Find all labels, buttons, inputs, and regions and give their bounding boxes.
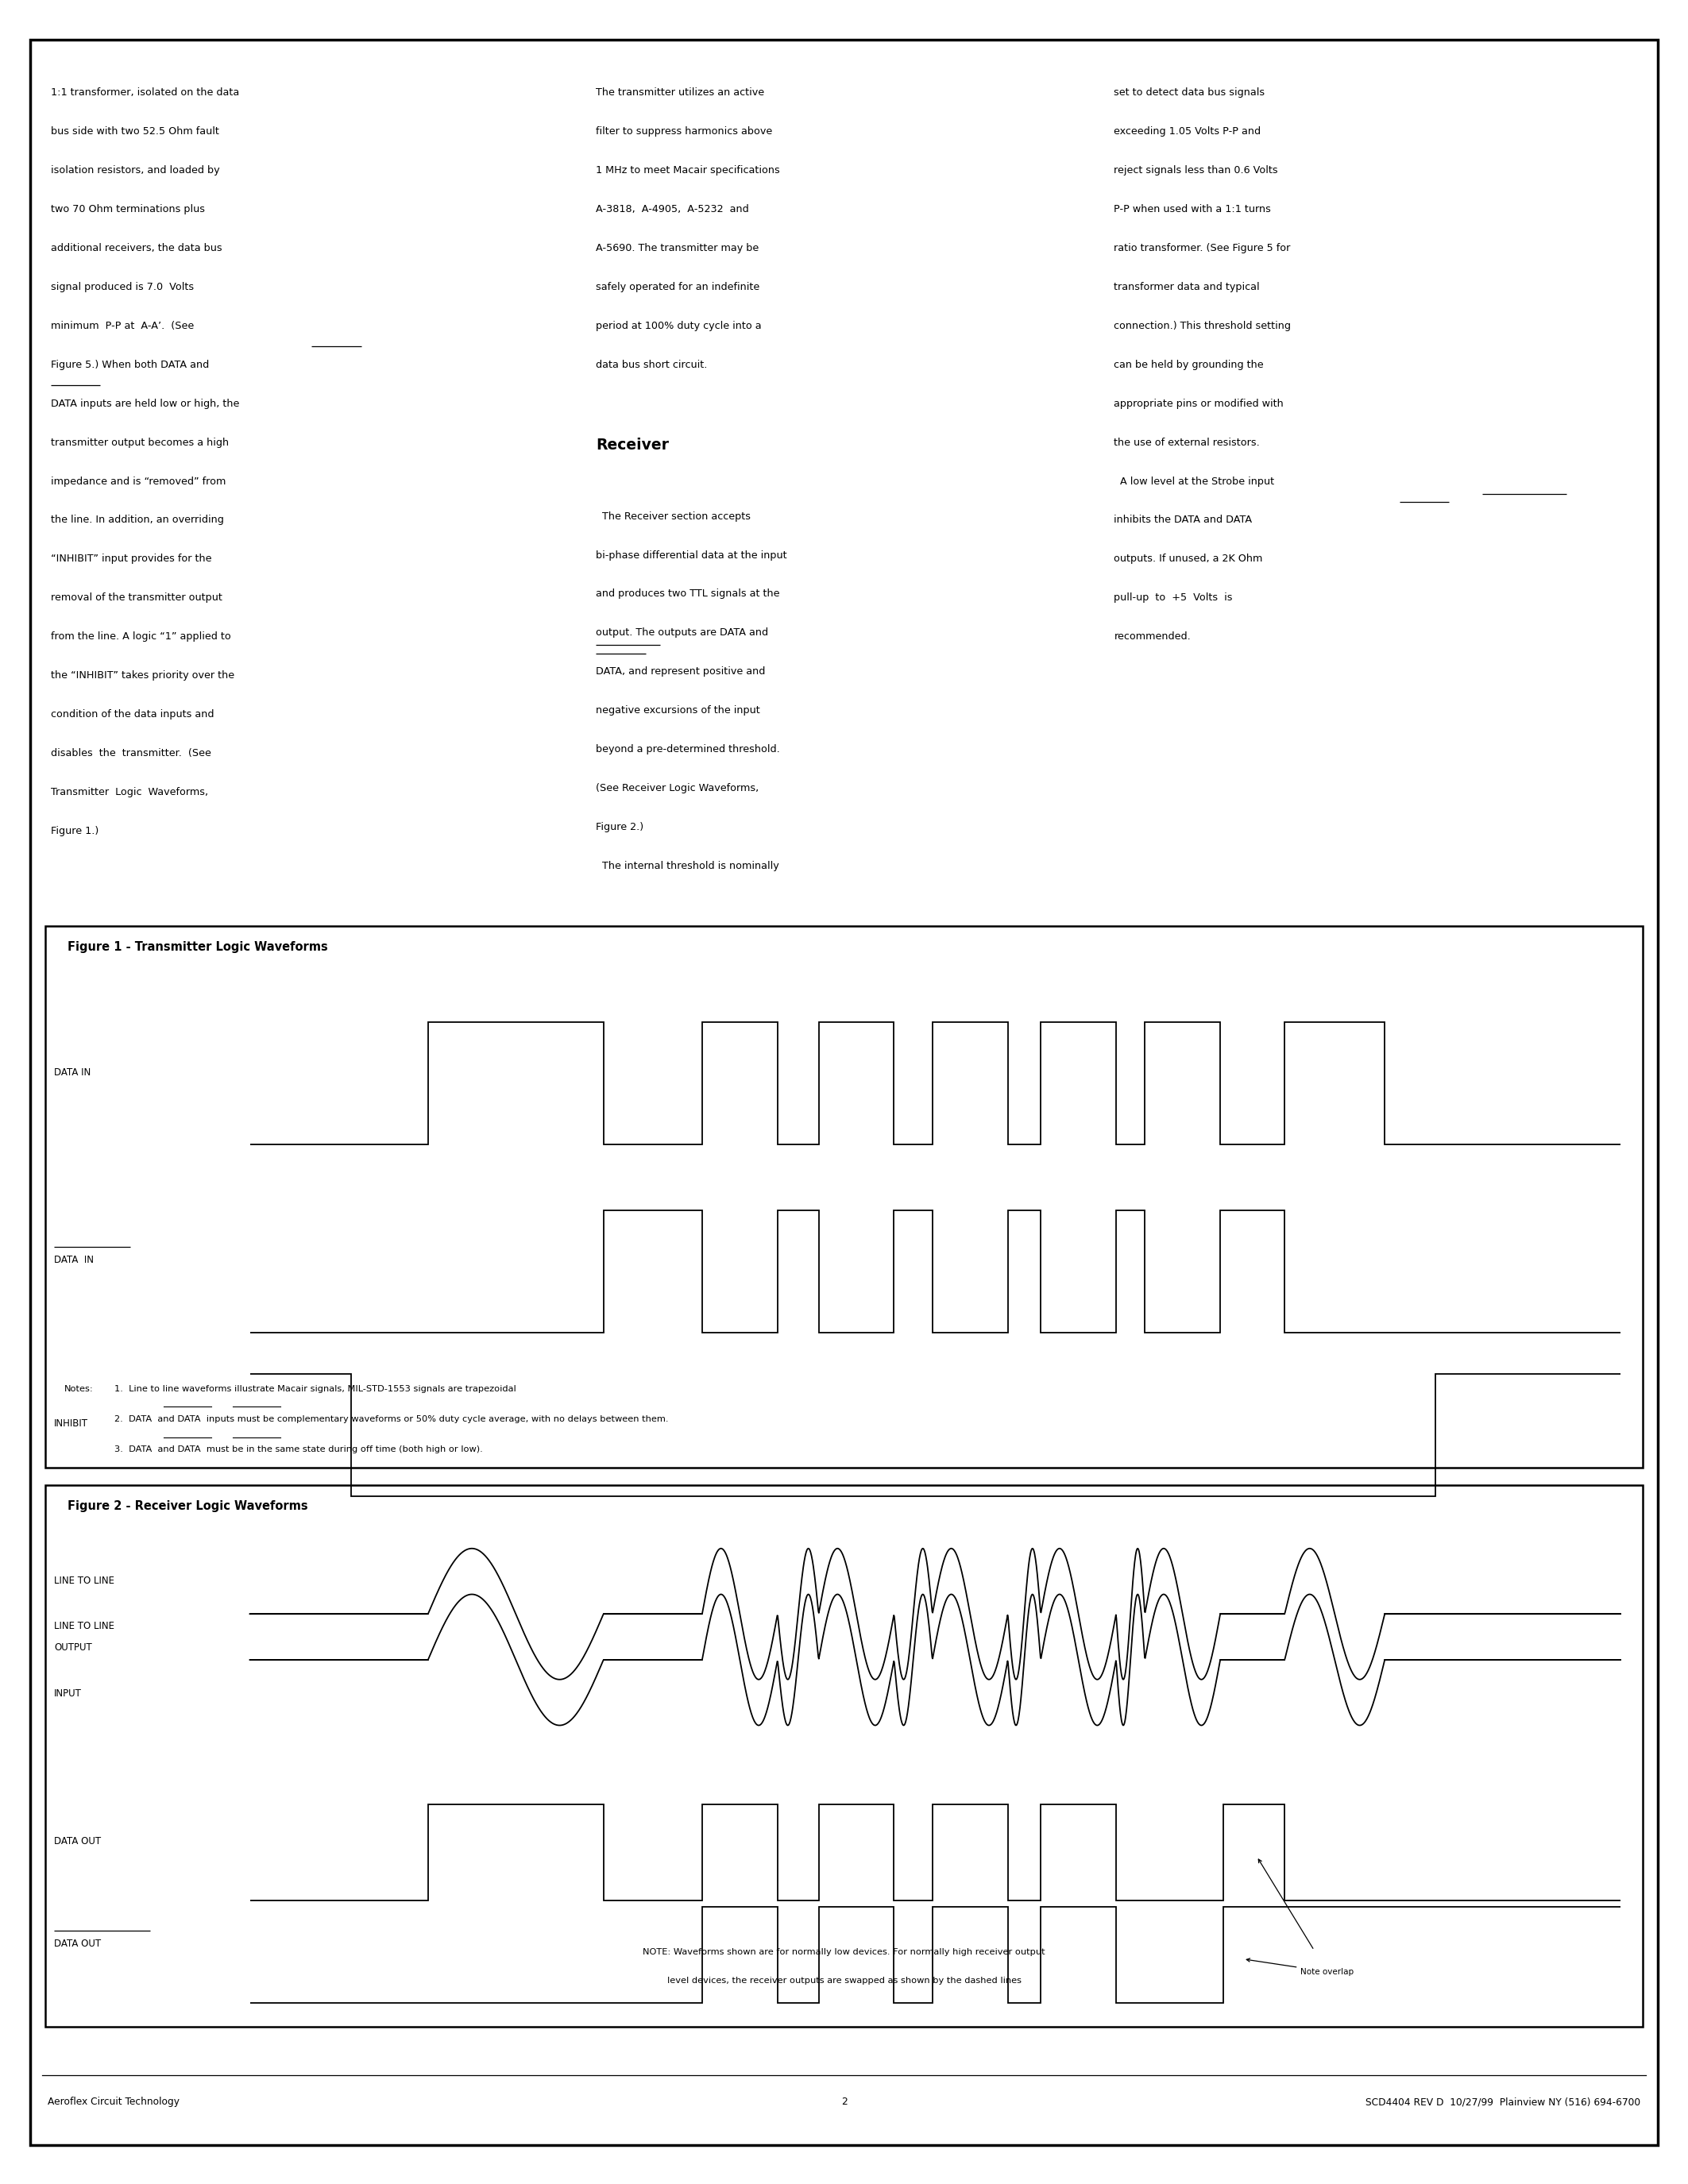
Text: the use of external resistors.: the use of external resistors. [1114, 437, 1259, 448]
Text: Notes:: Notes: [64, 1385, 93, 1393]
Text: Figure 2 - Receiver Logic Waveforms: Figure 2 - Receiver Logic Waveforms [68, 1500, 307, 1511]
Text: 2: 2 [841, 2097, 847, 2108]
Text: negative excursions of the input: negative excursions of the input [596, 705, 760, 716]
Text: INHIBIT: INHIBIT [54, 1420, 88, 1428]
Text: Transmitter  Logic  Waveforms,: Transmitter Logic Waveforms, [51, 786, 208, 797]
Text: outputs. If unused, a 2K Ohm: outputs. If unused, a 2K Ohm [1114, 555, 1263, 563]
Text: “INHIBIT” input provides for the: “INHIBIT” input provides for the [51, 555, 211, 563]
Text: Receiver: Receiver [596, 437, 668, 452]
Text: A-5690. The transmitter may be: A-5690. The transmitter may be [596, 242, 760, 253]
Text: recommended.: recommended. [1114, 631, 1192, 642]
Text: period at 100% duty cycle into a: period at 100% duty cycle into a [596, 321, 761, 332]
Text: connection.) This threshold setting: connection.) This threshold setting [1114, 321, 1291, 332]
Text: beyond a pre-determined threshold.: beyond a pre-determined threshold. [596, 745, 780, 756]
Text: the line. In addition, an overriding: the line. In addition, an overriding [51, 515, 225, 526]
Text: A-3818,  A-4905,  A-5232  and: A-3818, A-4905, A-5232 and [596, 203, 749, 214]
Text: bus side with two 52.5 Ohm fault: bus side with two 52.5 Ohm fault [51, 127, 219, 138]
Text: pull-up  to  +5  Volts  is: pull-up to +5 Volts is [1114, 592, 1232, 603]
Text: DATA IN: DATA IN [54, 1068, 91, 1077]
Text: Aeroflex Circuit Technology: Aeroflex Circuit Technology [47, 2097, 179, 2108]
Text: Note overlap: Note overlap [1246, 1959, 1354, 1977]
Text: The Receiver section accepts: The Receiver section accepts [596, 511, 751, 522]
Text: DATA, and represent positive and: DATA, and represent positive and [596, 666, 765, 677]
Text: 3.  DATA  and DATA  must be in the same state during off time (both high or low): 3. DATA and DATA must be in the same sta… [115, 1446, 483, 1455]
Bar [46, 926, 1642, 1468]
Text: and produces two TTL signals at the: and produces two TTL signals at the [596, 590, 780, 598]
Text: inhibits the DATA and DATA: inhibits the DATA and DATA [1114, 515, 1252, 526]
Text: additional receivers, the data bus: additional receivers, the data bus [51, 242, 221, 253]
Text: A low level at the Strobe input: A low level at the Strobe input [1114, 476, 1274, 487]
Text: DATA inputs are held low or high, the: DATA inputs are held low or high, the [51, 397, 240, 408]
Text: 1.  Line to line waveforms illustrate Macair signals, MIL-STD-1553 signals are t: 1. Line to line waveforms illustrate Mac… [115, 1385, 517, 1393]
Text: minimum  P-P at  A-A’.  (See: minimum P-P at A-A’. (See [51, 321, 194, 332]
Text: signal produced is 7.0  Volts: signal produced is 7.0 Volts [51, 282, 194, 293]
Text: transformer data and typical: transformer data and typical [1114, 282, 1259, 293]
Text: The internal threshold is nominally: The internal threshold is nominally [596, 860, 780, 871]
Text: 2.  DATA  and DATA  inputs must be complementary waveforms or 50% duty cycle ave: 2. DATA and DATA inputs must be compleme… [115, 1415, 668, 1424]
Text: two 70 Ohm terminations plus: two 70 Ohm terminations plus [51, 203, 204, 214]
Text: isolation resistors, and loaded by: isolation resistors, and loaded by [51, 166, 219, 175]
Text: output. The outputs are DATA and: output. The outputs are DATA and [596, 627, 768, 638]
Text: Figure 5.) When both DATA and: Figure 5.) When both DATA and [51, 360, 209, 369]
Text: level devices, the receiver outputs are swapped as shown by the dashed lines: level devices, the receiver outputs are … [667, 1977, 1021, 1985]
Text: Figure 1.): Figure 1.) [51, 826, 98, 836]
Text: Figure 2.): Figure 2.) [596, 821, 643, 832]
Text: reject signals less than 0.6 Volts: reject signals less than 0.6 Volts [1114, 166, 1278, 175]
Text: from the line. A logic “1” applied to: from the line. A logic “1” applied to [51, 631, 231, 642]
Text: 1:1 transformer, isolated on the data: 1:1 transformer, isolated on the data [51, 87, 240, 98]
Text: Figure 1 - Transmitter Logic Waveforms: Figure 1 - Transmitter Logic Waveforms [68, 941, 327, 952]
Text: LINE TO LINE: LINE TO LINE [54, 1575, 115, 1586]
Text: 1 MHz to meet Macair specifications: 1 MHz to meet Macair specifications [596, 166, 780, 175]
Text: INPUT: INPUT [54, 1688, 81, 1699]
Text: (See Receiver Logic Waveforms,: (See Receiver Logic Waveforms, [596, 784, 760, 793]
Text: NOTE: Waveforms shown are for normally low devices. For normally high receiver o: NOTE: Waveforms shown are for normally l… [643, 1948, 1045, 1957]
Text: ratio transformer. (See Figure 5 for: ratio transformer. (See Figure 5 for [1114, 242, 1291, 253]
Text: condition of the data inputs and: condition of the data inputs and [51, 710, 214, 721]
Text: disables  the  transmitter.  (See: disables the transmitter. (See [51, 749, 211, 758]
Text: impedance and is “removed” from: impedance and is “removed” from [51, 476, 226, 487]
Text: DATA  IN: DATA IN [54, 1256, 95, 1265]
Text: transmitter output becomes a high: transmitter output becomes a high [51, 437, 228, 448]
Bar [46, 1485, 1642, 2027]
Text: SCD4404 REV D  10/27/99  Plainview NY (516) 694-6700: SCD4404 REV D 10/27/99 Plainview NY (516… [1366, 2097, 1641, 2108]
Text: data bus short circuit.: data bus short circuit. [596, 360, 707, 369]
Text: LINE TO LINE: LINE TO LINE [54, 1621, 115, 1631]
Text: can be held by grounding the: can be held by grounding the [1114, 360, 1264, 369]
Text: P-P when used with a 1:1 turns: P-P when used with a 1:1 turns [1114, 203, 1271, 214]
Text: removal of the transmitter output: removal of the transmitter output [51, 592, 223, 603]
Text: the “INHIBIT” takes priority over the: the “INHIBIT” takes priority over the [51, 670, 235, 681]
Text: appropriate pins or modified with: appropriate pins or modified with [1114, 397, 1285, 408]
Text: DATA OUT: DATA OUT [54, 1837, 101, 1845]
Text: safely operated for an indefinite: safely operated for an indefinite [596, 282, 760, 293]
Text: set to detect data bus signals: set to detect data bus signals [1114, 87, 1264, 98]
Text: filter to suppress harmonics above: filter to suppress harmonics above [596, 127, 773, 138]
Text: exceeding 1.05 Volts P-P and: exceeding 1.05 Volts P-P and [1114, 127, 1261, 138]
Text: OUTPUT: OUTPUT [54, 1642, 91, 1653]
Text: DATA OUT: DATA OUT [54, 1939, 101, 1948]
Text: bi-phase differential data at the input: bi-phase differential data at the input [596, 550, 787, 561]
Text: The transmitter utilizes an active: The transmitter utilizes an active [596, 87, 765, 98]
